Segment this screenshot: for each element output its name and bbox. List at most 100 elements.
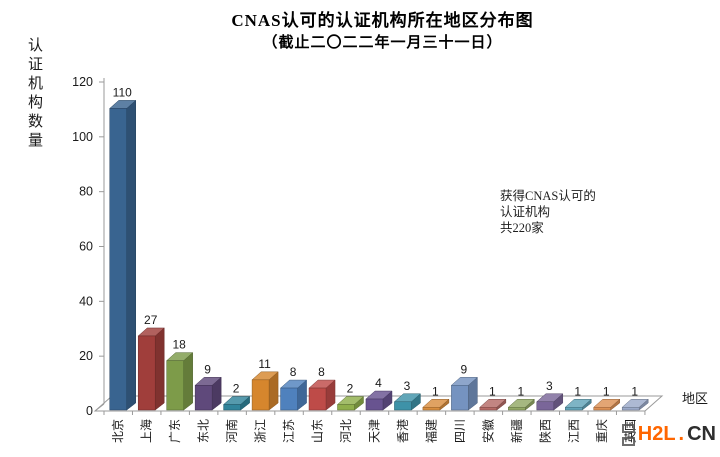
bar-广东 <box>166 352 194 411</box>
x-category-label: 陕西 <box>537 419 552 443</box>
x-category-label: 北京 <box>111 419 125 443</box>
x-category-label: 江西 <box>567 419 581 443</box>
bar-山东 <box>308 379 336 411</box>
bar-front <box>194 385 213 411</box>
bar-浙江 <box>251 371 279 411</box>
bar-东北 <box>194 376 222 411</box>
annotation-line: 认证机构 <box>500 205 551 219</box>
bar-front <box>479 407 498 411</box>
x-category-label: 江苏 <box>282 419 296 443</box>
bar-front <box>536 401 555 411</box>
bar-天津 <box>365 390 393 411</box>
bar-front <box>621 407 640 411</box>
y-tick-label: 120 <box>72 75 93 89</box>
y-tick-label: 40 <box>79 294 93 308</box>
bar-front <box>251 379 270 411</box>
x-category-label: 河北 <box>339 419 353 443</box>
bar-front <box>109 108 127 411</box>
logo-dot: . <box>678 423 685 445</box>
bar-陕西 <box>536 393 564 411</box>
bar-value-label: 27 <box>144 313 158 327</box>
annotation-line: 共220家 <box>500 221 544 235</box>
bar-value-label: 1 <box>432 384 439 398</box>
chart-title: CNAS认可的认证机构所在地区分布图 <box>231 11 534 30</box>
bar-value-label: 1 <box>631 384 638 398</box>
bar-value-label: 18 <box>172 338 186 352</box>
bar-value-label: 11 <box>258 357 271 371</box>
bar-front <box>308 387 327 411</box>
x-category-label: 福建 <box>423 419 438 443</box>
y-tick-label: 0 <box>86 404 93 418</box>
bar-front <box>565 407 583 411</box>
bar-安徽 <box>479 398 507 411</box>
bar-value-label: 110 <box>113 85 132 99</box>
bar-value-label: 8 <box>290 365 297 379</box>
bar-value-label: 9 <box>461 362 468 376</box>
bar-front <box>394 401 412 411</box>
bar-江西 <box>564 398 592 411</box>
x-category-label: 新疆 <box>509 419 524 443</box>
y-tick-label: 20 <box>79 349 93 363</box>
x-category-label: 重庆 <box>595 419 609 443</box>
bar-value-label: 1 <box>603 384 610 398</box>
x-axis-title: 地区 <box>682 391 709 406</box>
bar-front <box>337 404 355 411</box>
x-category-label: 上海 <box>139 419 154 443</box>
bar-front <box>223 404 241 411</box>
bar-front <box>451 385 469 411</box>
annotation-note: 获得CNAS认可的 认证机构 共220家 <box>500 188 596 236</box>
bar-英国 <box>621 398 649 411</box>
bar-北京 <box>109 99 137 411</box>
bar-河南 <box>222 395 251 411</box>
x-category-label: 香港 <box>396 419 410 443</box>
bar-江苏 <box>279 379 308 411</box>
bar-新疆 <box>507 398 535 411</box>
x-category-label: 四川 <box>453 419 467 443</box>
logo-primary: H2L <box>637 423 676 445</box>
x-category-label: 山东 <box>311 419 325 443</box>
bar-value-label: 8 <box>318 365 325 379</box>
site-watermark: H2L. CN <box>621 423 716 446</box>
bar-value-label: 4 <box>375 376 382 390</box>
bar-front <box>508 407 526 411</box>
x-category-label: 浙江 <box>254 419 268 443</box>
x-category-label: 东北 <box>197 419 211 443</box>
y-tick-label: 60 <box>79 240 93 254</box>
bar-front <box>365 398 384 411</box>
bar-香港 <box>393 393 422 411</box>
bar-front <box>422 407 441 411</box>
bar-四川 <box>450 376 479 411</box>
y-tick-label: 100 <box>72 130 93 144</box>
annotation-line: 获得CNAS认可的 <box>500 189 596 203</box>
axis-corner-line <box>94 403 105 412</box>
bar-value-label: 9 <box>204 362 211 376</box>
y-tick-label: 80 <box>79 185 93 199</box>
bar-河北 <box>336 395 365 411</box>
bar-front <box>137 335 156 411</box>
x-category-label: 河南 <box>224 419 239 443</box>
x-category-label: 广东 <box>168 419 182 443</box>
x-category-label: 天津 <box>367 419 381 443</box>
bar-value-label: 3 <box>546 379 553 393</box>
bar-value-label: 2 <box>233 382 240 396</box>
logo-secondary: CN <box>687 423 716 445</box>
bar-side <box>154 327 165 411</box>
bar-value-label: 1 <box>517 384 524 398</box>
bar-side <box>183 352 193 411</box>
bar-value-label: 1 <box>489 384 496 398</box>
bar-value-label: 2 <box>347 382 354 396</box>
chart-subtitle: （截止二〇二二年一月三十一日） <box>262 35 503 51</box>
logo-icon <box>621 423 635 446</box>
bar-福建 <box>422 398 450 411</box>
bar-重庆 <box>593 398 621 411</box>
bar-front <box>280 387 298 411</box>
bar-value-label: 1 <box>574 384 581 398</box>
bar-front <box>593 407 611 411</box>
bar-front <box>166 360 184 411</box>
bar-side <box>126 99 136 411</box>
bar-上海 <box>137 327 165 411</box>
y-axis-title: 认证机构数量 <box>26 37 42 151</box>
bar-value-label: 3 <box>404 379 411 393</box>
